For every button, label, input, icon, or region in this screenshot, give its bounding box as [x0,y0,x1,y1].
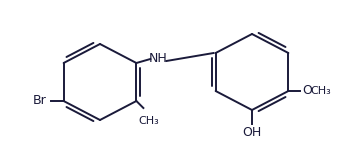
Text: OH: OH [242,126,262,139]
Text: Br: Br [33,95,47,107]
Text: O: O [302,85,312,97]
Text: CH₃: CH₃ [310,86,331,96]
Text: CH₃: CH₃ [138,116,159,126]
Text: NH: NH [149,52,168,64]
